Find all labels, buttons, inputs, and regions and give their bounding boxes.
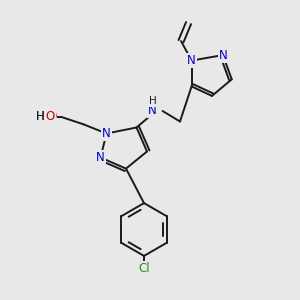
Text: H: H xyxy=(148,96,156,106)
Text: H: H xyxy=(36,110,45,124)
Text: N: N xyxy=(96,151,105,164)
Text: H: H xyxy=(36,110,45,124)
Text: N: N xyxy=(102,127,111,140)
Text: O: O xyxy=(46,110,55,124)
Text: N: N xyxy=(218,49,227,62)
Text: N: N xyxy=(148,104,157,118)
Text: N: N xyxy=(187,54,196,67)
Text: O: O xyxy=(47,110,56,124)
Text: Cl: Cl xyxy=(138,262,150,275)
